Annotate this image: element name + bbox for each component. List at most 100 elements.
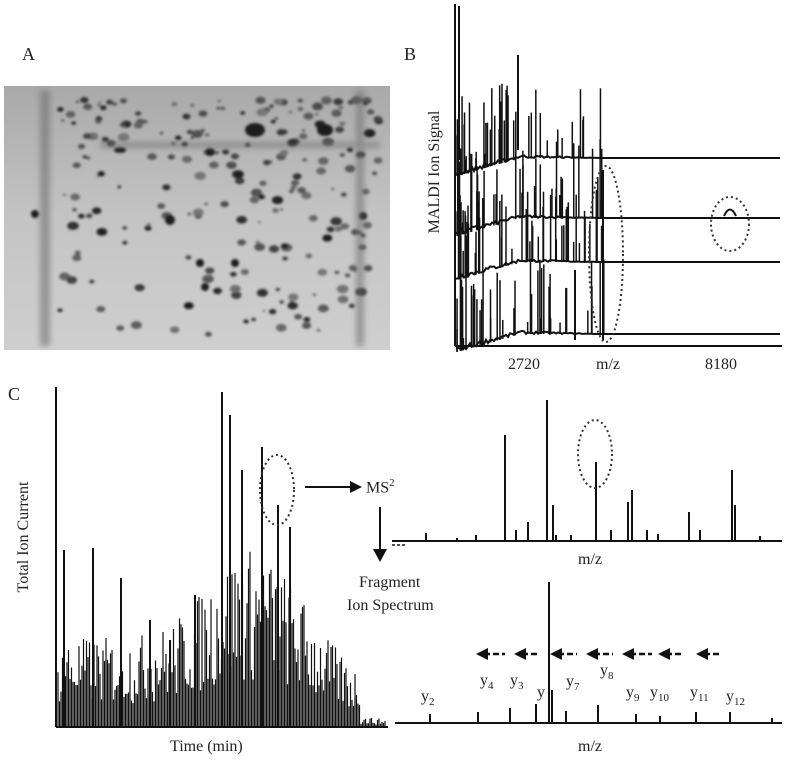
gel-spot	[363, 129, 376, 138]
gel-spot	[97, 103, 101, 107]
gel-spot	[201, 283, 209, 291]
gel-spot	[348, 303, 355, 308]
gel-spot	[341, 193, 346, 197]
maldi-tick-2720: 2720	[508, 356, 540, 373]
gel-spot	[334, 270, 340, 275]
gel-spot	[331, 109, 342, 117]
gel-spot	[301, 191, 312, 200]
ladder-arrowhead	[696, 648, 708, 660]
gel-spot	[316, 328, 321, 332]
gel-spot	[71, 121, 76, 125]
gel-spot	[196, 259, 204, 267]
gel-spot	[348, 264, 358, 272]
gel-spot	[119, 122, 127, 128]
gel-spot	[292, 173, 302, 180]
ion-label: y4	[480, 672, 494, 693]
gel-spot	[236, 215, 248, 224]
gel-spot	[339, 153, 345, 157]
gel-spot	[317, 124, 333, 136]
to-fragment-arrowhead	[373, 549, 387, 562]
gel-spot	[243, 319, 249, 324]
ion-label: y2	[421, 688, 435, 709]
gel-spot	[96, 305, 106, 313]
gel-spot	[287, 301, 298, 310]
gel-spot	[185, 255, 192, 260]
tic-highlight-ellipse	[259, 454, 295, 526]
gel-spot	[97, 171, 105, 177]
gel-spot	[245, 123, 265, 137]
gel-spot	[61, 119, 65, 122]
gel-spot	[157, 203, 166, 209]
gel-spot	[272, 208, 279, 213]
tic-x-label: Time (min)	[170, 738, 243, 755]
gel-spot	[86, 156, 91, 160]
gel-spot	[308, 215, 318, 222]
gel-spot	[78, 143, 86, 149]
panel-a-letter: A	[22, 44, 35, 64]
gel-spot	[371, 171, 378, 176]
gel-spot	[86, 213, 93, 219]
gel-spot	[114, 147, 126, 153]
maldi-highlight-ellipse	[588, 165, 624, 343]
gel-spot	[217, 99, 222, 103]
gel-spot	[330, 217, 342, 226]
maldi-8180-ellipse	[710, 196, 750, 252]
to-ms2-arrowhead	[350, 481, 362, 493]
gel-spot	[117, 133, 130, 142]
gel-spot	[268, 245, 280, 253]
ion-label: y11	[690, 684, 709, 705]
gel-spot	[65, 111, 76, 118]
gel-spot	[204, 132, 210, 137]
ion-label: y7	[566, 673, 580, 694]
gel-spot	[182, 155, 193, 163]
gel-spot	[133, 122, 143, 129]
gel-spot	[346, 147, 354, 152]
gel-spot	[344, 273, 351, 278]
gel-spot	[122, 240, 128, 245]
gel-spot	[194, 171, 206, 180]
gel-spot	[302, 129, 306, 132]
gel-spot	[315, 113, 319, 116]
gel-spot	[317, 268, 328, 276]
gel-spot	[333, 98, 344, 106]
gel-spot	[89, 279, 95, 284]
ladder-arrowhead	[586, 648, 598, 660]
ladder-arrowhead	[622, 648, 634, 660]
ladder-arrowhead	[476, 648, 488, 660]
gel-spot	[96, 175, 100, 178]
gel-spot	[159, 131, 164, 135]
gel-spot	[70, 193, 81, 201]
gel-spot	[63, 193, 67, 196]
fragment-label-line1: Fragment	[359, 574, 421, 591]
gel-spot	[302, 322, 312, 329]
gel-spot	[117, 185, 122, 189]
gel-spot	[66, 276, 78, 284]
gel-spot	[256, 288, 268, 297]
gel-spot	[262, 309, 266, 312]
gel-spot	[282, 256, 288, 261]
gel-spot	[72, 254, 82, 262]
gel-spot	[122, 226, 128, 230]
gel-spot	[373, 157, 383, 164]
gel-spot	[72, 208, 77, 212]
gel-spot	[303, 316, 311, 323]
gel-spot	[220, 201, 229, 208]
gel-spot	[80, 97, 89, 103]
gel-spot	[101, 136, 109, 142]
ms2-label: MS2	[366, 477, 395, 497]
gel-spot	[290, 179, 300, 186]
gel-spot	[337, 105, 344, 110]
ms2-spectrum	[392, 400, 782, 546]
gel-spot	[257, 221, 261, 224]
gel-spot	[57, 107, 64, 112]
gel-spot	[91, 207, 102, 215]
ladder-arrowhead	[658, 648, 670, 660]
gel-spot	[249, 196, 260, 204]
gel-spot	[297, 187, 307, 194]
gel-spot	[57, 308, 63, 313]
gel-spot	[254, 243, 266, 251]
gel-spot	[202, 274, 214, 284]
ladder-arrows	[476, 648, 722, 660]
gel-spot	[316, 167, 327, 175]
